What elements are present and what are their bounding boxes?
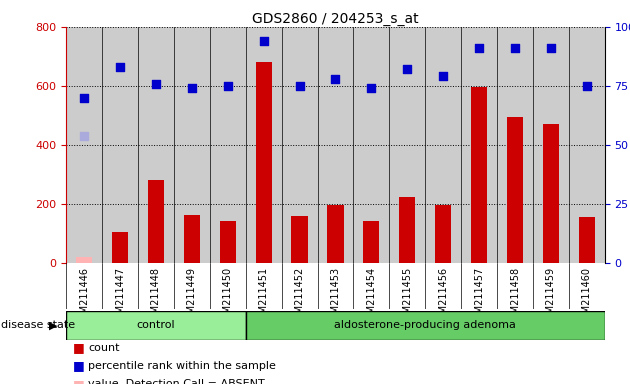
Text: GSM211449: GSM211449 [187, 267, 197, 326]
Text: GSM211460: GSM211460 [582, 267, 592, 326]
Point [546, 45, 556, 51]
Point [223, 83, 233, 89]
Point [402, 66, 412, 73]
Point [294, 83, 304, 89]
Point [186, 85, 197, 91]
Bar [569, 27, 605, 263]
Bar [579, 217, 595, 263]
Bar [543, 124, 559, 263]
Text: GSM211455: GSM211455 [403, 267, 412, 326]
Bar [66, 27, 102, 263]
Text: ■: ■ [72, 341, 84, 354]
Text: ▶: ▶ [50, 320, 58, 331]
Bar [102, 27, 138, 263]
Point [151, 81, 161, 87]
Bar [246, 311, 605, 340]
Bar [364, 221, 379, 263]
Point [79, 132, 89, 139]
Text: aldosterone-producing adenoma: aldosterone-producing adenoma [335, 320, 516, 331]
Bar [112, 232, 128, 263]
Bar [399, 197, 415, 263]
Bar [533, 27, 569, 263]
Text: control: control [137, 320, 175, 331]
Point [581, 83, 592, 89]
Text: count: count [88, 343, 120, 353]
Text: GSM211453: GSM211453 [331, 267, 340, 326]
Point [79, 94, 89, 101]
Bar [138, 27, 174, 263]
Text: GSM211457: GSM211457 [474, 267, 484, 326]
Bar [497, 27, 533, 263]
Bar [220, 221, 236, 263]
Bar [435, 205, 451, 263]
Point [258, 38, 268, 44]
Bar [256, 62, 272, 263]
Bar [318, 27, 353, 263]
Bar [461, 27, 497, 263]
Bar [174, 27, 210, 263]
Bar [353, 27, 389, 263]
Text: GSM211447: GSM211447 [115, 267, 125, 326]
Text: GSM211456: GSM211456 [438, 267, 448, 326]
Bar [148, 180, 164, 263]
Bar [184, 215, 200, 263]
Bar [328, 205, 343, 263]
Bar [76, 257, 92, 263]
Title: GDS2860 / 204253_s_at: GDS2860 / 204253_s_at [252, 12, 419, 26]
Text: value, Detection Call = ABSENT: value, Detection Call = ABSENT [88, 379, 265, 384]
Bar [210, 27, 246, 263]
Point [115, 64, 125, 70]
Point [474, 45, 484, 51]
Text: ■: ■ [72, 378, 84, 384]
Point [330, 76, 340, 82]
Text: percentile rank within the sample: percentile rank within the sample [88, 361, 276, 371]
Bar [425, 27, 461, 263]
Bar [292, 216, 307, 263]
Text: GSM211459: GSM211459 [546, 267, 556, 326]
Point [367, 85, 377, 91]
Text: disease state: disease state [1, 320, 76, 331]
Text: ■: ■ [72, 359, 84, 372]
Bar [282, 27, 318, 263]
Text: GSM211448: GSM211448 [151, 267, 161, 326]
Bar [389, 27, 425, 263]
Bar [471, 88, 487, 263]
Bar [66, 311, 246, 340]
Bar [246, 27, 282, 263]
Text: GSM211452: GSM211452 [295, 267, 304, 326]
Text: GSM211450: GSM211450 [223, 267, 232, 326]
Point [438, 73, 448, 79]
Text: GSM211454: GSM211454 [367, 267, 376, 326]
Text: GSM211458: GSM211458 [510, 267, 520, 326]
Bar [507, 117, 523, 263]
Point [510, 45, 520, 51]
Text: GSM211451: GSM211451 [259, 267, 268, 326]
Text: GSM211446: GSM211446 [79, 267, 89, 326]
